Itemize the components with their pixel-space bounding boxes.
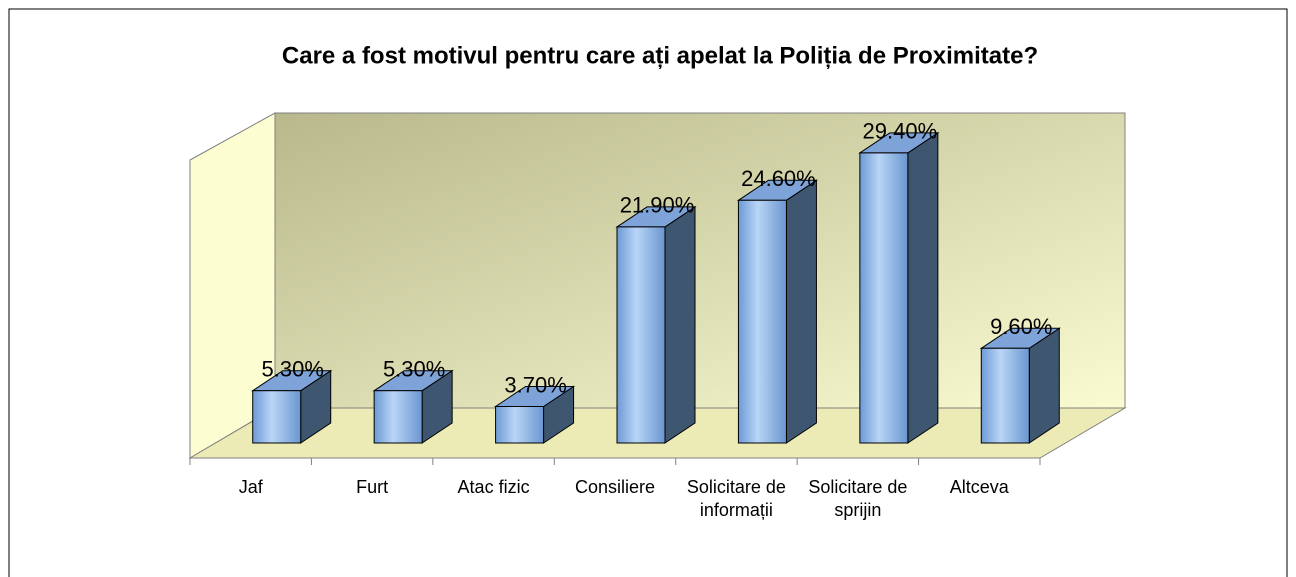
bar-side [785, 179, 817, 444]
chart-title: Care a fost motivul pentru care ați apel… [282, 42, 1038, 69]
x-tick-label: Solicitare de sprijin [808, 477, 908, 520]
bar-side [907, 131, 939, 444]
bar [252, 390, 302, 444]
x-tick-label: Atac fizic [457, 477, 530, 497]
bar [737, 199, 787, 444]
value-label: 29.40% [863, 119, 938, 144]
bar-side [664, 205, 696, 444]
value-label: 5.30% [262, 357, 324, 382]
bar [980, 347, 1030, 444]
value-label: 9.60% [990, 314, 1052, 339]
x-tick-label: Consiliere [574, 477, 656, 497]
x-tick-label: Altceva [949, 477, 1009, 497]
value-label: 3.70% [504, 372, 566, 397]
x-tick-label: Solicitare de informații [686, 477, 786, 520]
value-label: 24.60% [741, 166, 816, 191]
value-label: 21.90% [620, 193, 695, 218]
bar [616, 226, 666, 444]
x-tick-label: Jaf [238, 477, 263, 497]
x-tick-label: Furt [356, 477, 389, 497]
value-label: 5.30% [383, 357, 445, 382]
chart-border [8, 8, 1288, 577]
bar [495, 405, 545, 444]
bar [859, 152, 909, 444]
bar [373, 390, 423, 444]
